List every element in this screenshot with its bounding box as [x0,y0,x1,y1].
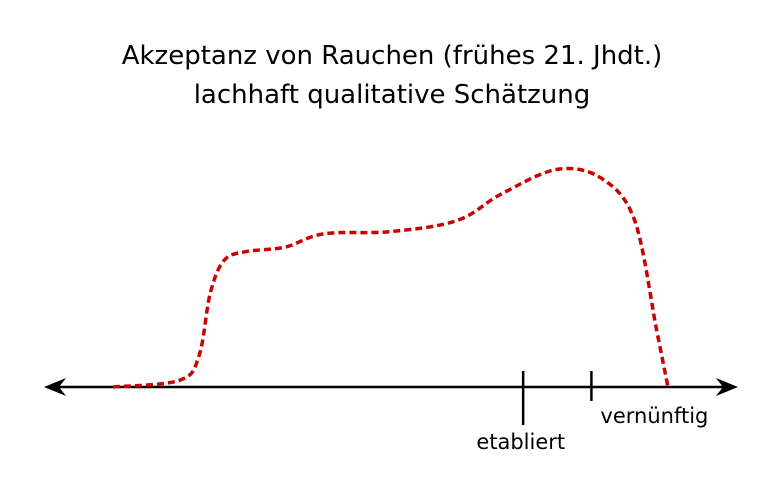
tick-label: etabliert [476,430,565,454]
axis-ticks: etabliert vernünftig [476,371,708,454]
tick-label: vernünftig [600,404,708,428]
x-axis [44,378,738,396]
chart-title: Akzeptanz von Rauchen (frühes 21. Jhdt.) [122,41,663,71]
left-arrow-icon [44,378,66,396]
right-arrow-icon [716,378,738,396]
series-layer [112,166,670,389]
chart-subtitle: lachhaft qualitative Schätzung [194,80,591,110]
series-line [112,166,670,389]
